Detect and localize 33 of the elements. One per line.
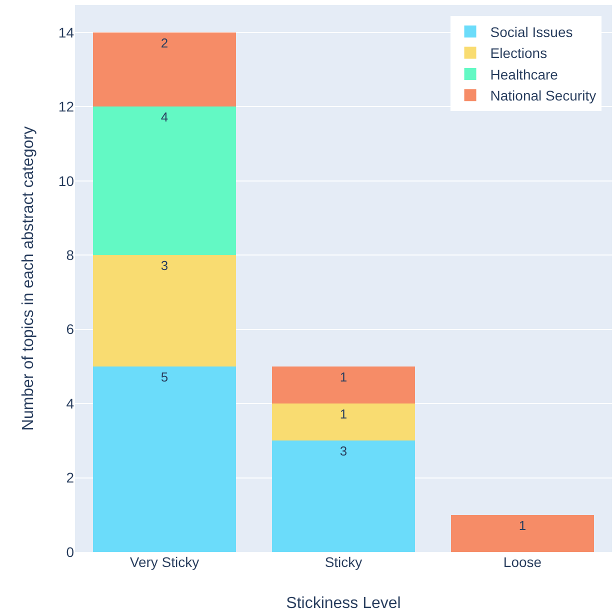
y-axis-title: Number of topics in each abstract category [20,126,37,431]
y-tick-label: 14 [58,24,74,40]
y-tick-label: 10 [58,172,74,189]
legend-label: Elections [490,45,548,62]
data-label: 5 [160,369,168,384]
bar [272,440,416,552]
bar [450,514,594,552]
legend-label: National Security [490,88,596,104]
y-tick-label: 2 [66,470,74,486]
bar [92,366,236,552]
data-label: 3 [340,444,348,459]
bar [272,366,416,404]
x-tick-label: Loose [503,554,542,570]
x-tick-label: Very Sticky [130,554,200,570]
bar [92,106,236,256]
data-label: 1 [340,406,348,422]
data-label: 1 [518,518,526,533]
bar [272,404,416,441]
bar [92,255,236,366]
data-label: 1 [340,369,348,384]
legend-label: Healthcare [490,66,558,82]
data-label: 4 [160,110,168,125]
y-tick-label: 6 [66,321,74,338]
y-tick-label: 0 [66,544,74,560]
y-tick-label: 12 [58,98,74,115]
data-label: 3 [160,258,168,274]
bar [92,32,236,107]
legend-label: Social Issues [490,24,573,40]
x-tick-label: Sticky [324,554,362,570]
y-tick-label: 4 [66,395,74,412]
data-label: 2 [160,35,168,50]
y-tick-label: 8 [66,247,74,264]
x-axis-title: Stickiness Level [286,595,401,612]
